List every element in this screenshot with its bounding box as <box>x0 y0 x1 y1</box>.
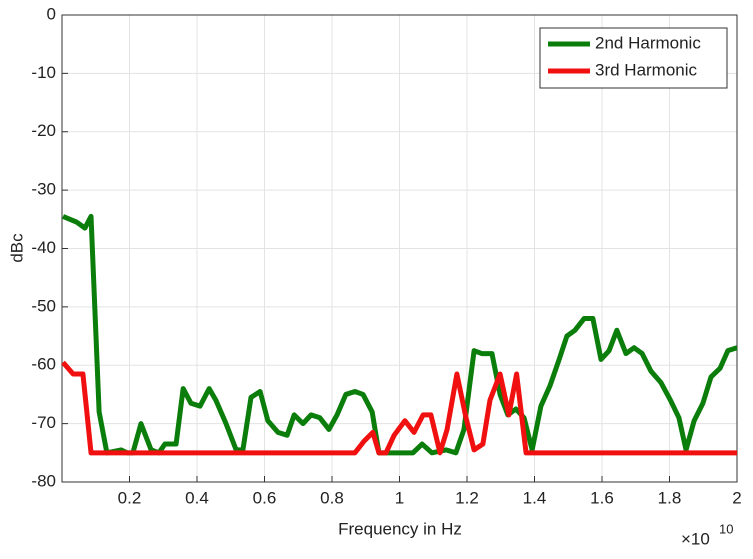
x-tick-label: 1.4 <box>523 488 547 507</box>
legend-box <box>539 27 728 89</box>
x-tick-label: 0.2 <box>118 488 142 507</box>
x-tick-label: 1 <box>395 488 404 507</box>
x-tick-label: 1.8 <box>658 488 682 507</box>
y-tick-label: -20 <box>31 121 56 140</box>
x-axis-label: Frequency in Hz <box>338 519 462 538</box>
x-exponent-base: ×10 <box>681 529 710 548</box>
x-exponent: 10 <box>719 521 733 536</box>
plot-frame <box>61 14 738 483</box>
legend-label: 3rd Harmonic <box>595 60 698 79</box>
x-tick-label: 1.6 <box>590 488 614 507</box>
y-axis-label: dBc <box>7 233 26 263</box>
line-series <box>62 213 738 456</box>
y-tick-label: -50 <box>31 296 56 315</box>
y-tick-label: -40 <box>31 238 56 257</box>
y-tick-label: 0 <box>47 4 56 23</box>
x-tick-label: 0.8 <box>320 488 344 507</box>
y-tick-label: -60 <box>31 355 56 374</box>
y-tick-label: -10 <box>31 63 56 82</box>
y-tick-label: -70 <box>31 413 56 432</box>
x-tick-label: 0.6 <box>253 488 277 507</box>
legend-label: 2nd Harmonic <box>595 33 701 52</box>
y-tick-label: -30 <box>31 180 56 199</box>
x-tick-label: 0.4 <box>185 488 209 507</box>
line-series <box>61 360 737 456</box>
x-tick-label: 1.2 <box>455 488 479 507</box>
y-tick-label: -80 <box>31 471 56 490</box>
x-tick-label: 2 <box>732 488 741 507</box>
